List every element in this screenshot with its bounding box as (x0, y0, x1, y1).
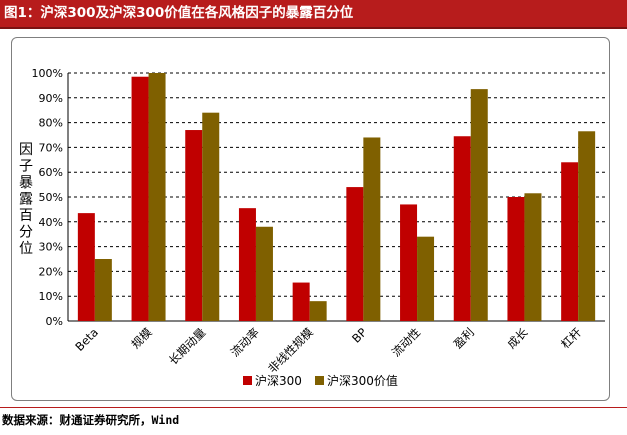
figure-title: 图1：沪深300及沪深300价值在各风格因子的暴露百分位 (0, 0, 627, 27)
bar-hs300-value (309, 301, 327, 321)
x-tick-label: 杠杆 (558, 325, 585, 352)
y-axis-label-char: 因 (19, 142, 33, 158)
bar-hs300-value (148, 73, 166, 321)
bar-hs300 (238, 208, 256, 321)
y-tick-label: 50% (39, 191, 63, 204)
legend-label: 沪深300价值 (327, 373, 398, 388)
x-tick-label: 规模 (129, 325, 156, 352)
y-tick-label: 0% (46, 315, 63, 328)
bar-hs300 (346, 187, 364, 321)
bar-hs300 (561, 162, 579, 321)
x-tick-label: Beta (72, 325, 101, 354)
y-tick-label: 10% (39, 290, 63, 303)
y-tick-label: 100% (32, 67, 63, 80)
x-tick-label: 流动性 (389, 325, 423, 359)
x-tick-label: 盈利 (451, 325, 477, 351)
legend-swatch (315, 376, 324, 385)
source-divider (0, 407, 627, 408)
source-note: 数据来源：财通证券研究所，Wind (2, 413, 180, 427)
x-tick-label: 流动率 (228, 325, 262, 359)
bar-hs300 (77, 213, 95, 321)
y-axis-label-char: 露 (19, 192, 33, 208)
y-tick-label: 30% (39, 241, 63, 254)
bar-hs300-value (363, 137, 381, 321)
x-tick-label: 长期动量 (166, 325, 208, 367)
bar-hs300-value (94, 259, 112, 321)
y-tick-label: 40% (39, 216, 63, 229)
bar-hs300 (185, 130, 203, 321)
y-axis-label-char: 位 (19, 241, 33, 257)
title-divider (0, 27, 627, 29)
bar-hs300 (400, 204, 418, 321)
x-tick-label: BP (349, 325, 369, 345)
y-axis-label-char: 百 (19, 208, 33, 224)
bar-hs300-value (255, 226, 273, 321)
x-tick-label: 成长 (504, 325, 531, 352)
y-axis-label-char: 分 (19, 225, 33, 241)
y-tick-label: 90% (39, 92, 63, 105)
legend-swatch (243, 376, 252, 385)
bar-hs300-value (524, 193, 542, 321)
y-tick-label: 80% (39, 117, 63, 130)
bar-hs300 (292, 282, 310, 321)
bar-hs300-value (202, 112, 220, 322)
legend-label: 沪深300 (255, 374, 302, 388)
bar-hs300-value (578, 131, 596, 321)
bar-hs300-value (417, 236, 435, 321)
y-axis-label-char: 子 (19, 159, 33, 175)
x-tick-label: 非线性规模 (265, 325, 316, 376)
bar-hs300 (453, 136, 471, 321)
bar-hs300-value (470, 89, 488, 322)
bar-hs300 (131, 76, 149, 321)
y-tick-label: 60% (39, 166, 63, 179)
y-tick-label: 70% (39, 141, 63, 154)
bar-hs300 (507, 197, 525, 321)
y-tick-label: 20% (39, 265, 63, 278)
y-axis-label-char: 暴 (19, 175, 33, 191)
